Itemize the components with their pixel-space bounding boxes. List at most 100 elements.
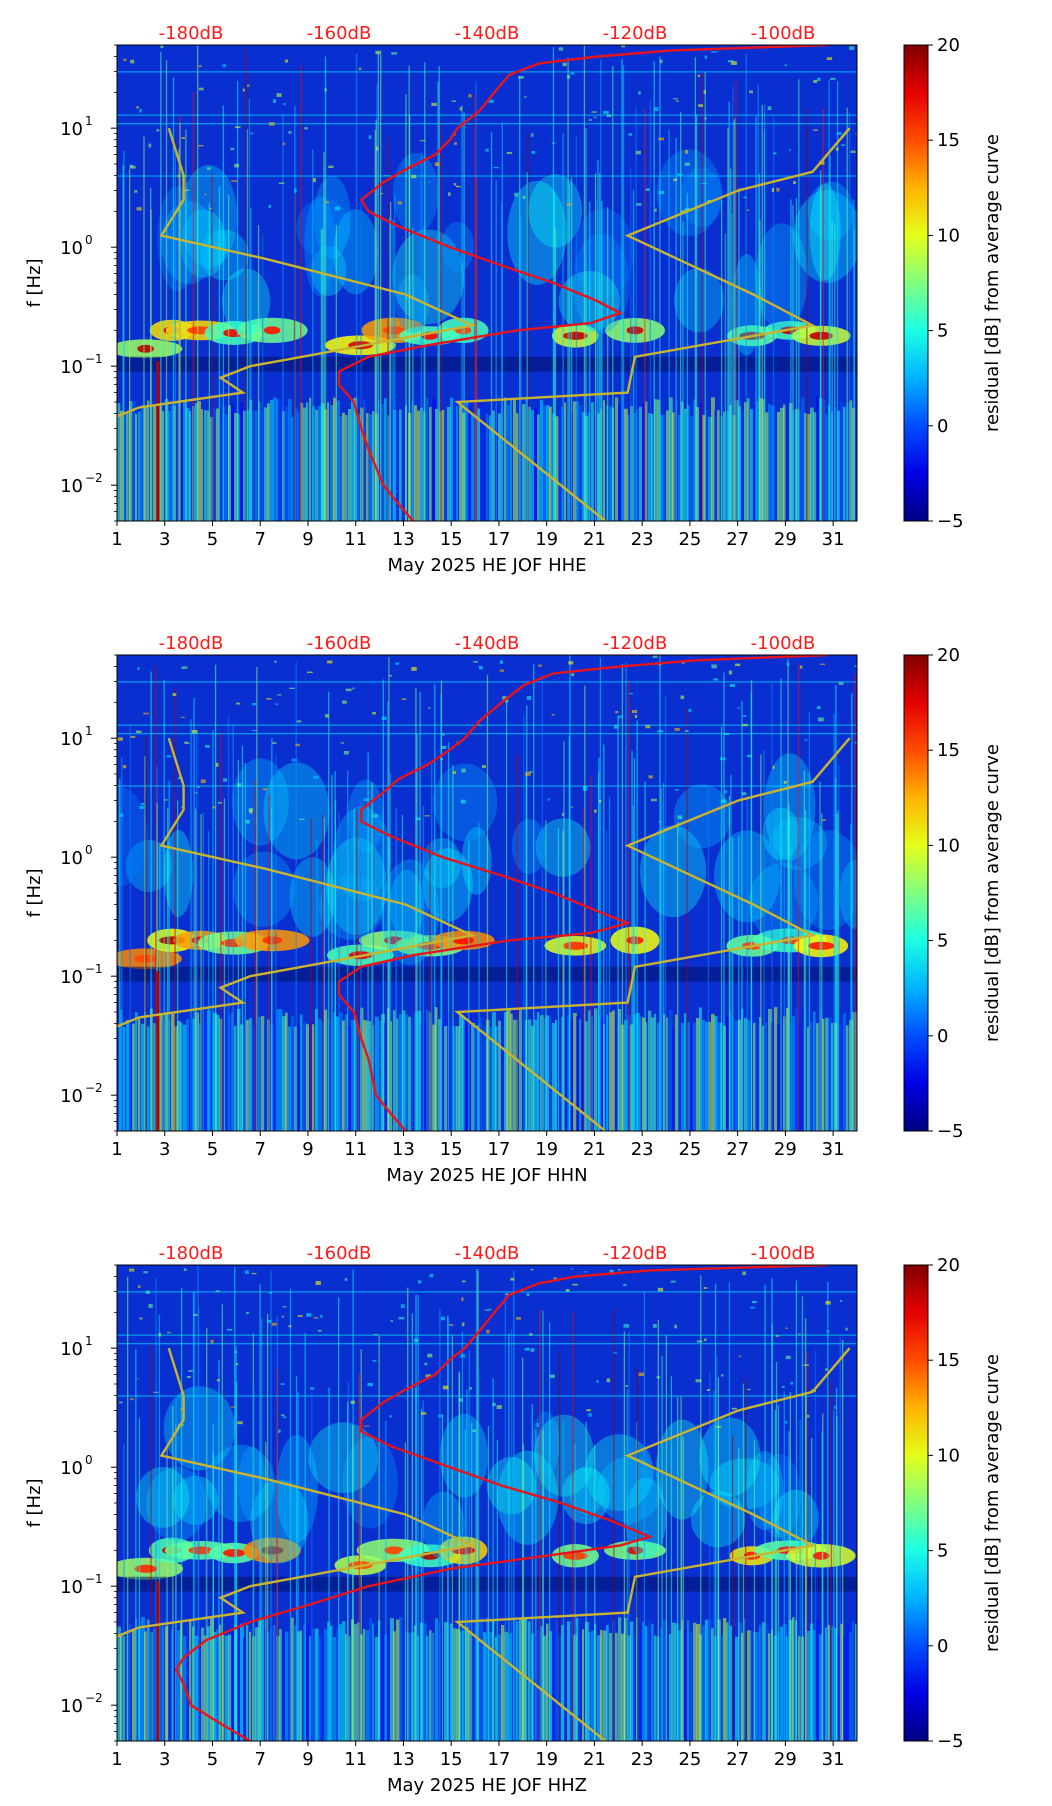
y-tick-exponent: 0 xyxy=(85,843,93,857)
y-tick-exponent: −1 xyxy=(85,352,103,366)
x-tick-label: 21 xyxy=(583,529,606,550)
y-tick-label: 10 xyxy=(60,729,83,750)
top-db-label: -160dB xyxy=(307,633,372,654)
y-tick-label: 10 xyxy=(60,1577,83,1598)
x-tick-label: 19 xyxy=(535,529,558,550)
x-tick-label: 1 xyxy=(111,1749,122,1770)
x-tick-label: 19 xyxy=(535,1749,558,1770)
event-streak xyxy=(156,971,160,1131)
x-tick-label: 31 xyxy=(822,529,845,550)
x-tick-label: 1 xyxy=(111,1139,122,1160)
x-tick-label: 13 xyxy=(392,1749,415,1770)
x-tick-label: 23 xyxy=(631,529,654,550)
colorbar-gradient xyxy=(903,44,929,522)
top-db-label: -120dB xyxy=(603,633,668,654)
x-tick-label: 17 xyxy=(487,1139,510,1160)
x-axis-label: May 2025 HE JOF HHN xyxy=(386,1165,587,1186)
x-tick-label: 23 xyxy=(631,1749,654,1770)
x-tick-label: 23 xyxy=(631,1139,654,1160)
high-noise-model-curve xyxy=(454,127,851,521)
median-psd-curve xyxy=(174,1265,828,1741)
colorbar-tick-label: 15 xyxy=(937,740,960,761)
colorbar: 20 15 10 5 0 −5 residual [dB] from average cur… xyxy=(903,1255,1003,1752)
x-tick-label: 11 xyxy=(344,529,367,550)
y-tick-label: 10 xyxy=(60,119,83,140)
top-db-label: -160dB xyxy=(307,23,372,44)
colorbar-tick-label: −5 xyxy=(937,1121,964,1142)
y-tick-exponent: 0 xyxy=(85,233,93,247)
x-tick-label: 7 xyxy=(254,1749,265,1770)
x-tick-label: 27 xyxy=(726,1139,749,1160)
top-db-label: -180dB xyxy=(159,23,224,44)
colorbar-tick-label: 10 xyxy=(937,1445,960,1466)
x-tick-label: 27 xyxy=(726,1749,749,1770)
y-tick-label: 10 xyxy=(60,238,83,259)
low-noise-model-curve xyxy=(117,1347,477,1638)
colorbar-tick-label: 10 xyxy=(937,835,960,856)
y-tick-exponent: −2 xyxy=(85,1691,103,1705)
top-db-label: -120dB xyxy=(603,1243,668,1264)
y-axis-label: f [Hz] xyxy=(24,1478,45,1527)
colorbar-gradient xyxy=(903,1264,929,1742)
top-db-label: -100dB xyxy=(751,633,816,654)
colorbar-tick-label: 20 xyxy=(937,645,960,666)
x-tick-label: 25 xyxy=(678,529,701,550)
median-psd-curve xyxy=(337,45,828,521)
x-tick-label: 15 xyxy=(440,529,463,550)
x-tick-label: 1 xyxy=(111,529,122,550)
colorbar-tick-label: 15 xyxy=(937,1350,960,1371)
top-db-label: -140dB xyxy=(455,23,520,44)
y-tick-exponent: 1 xyxy=(85,1334,93,1348)
top-db-label: -140dB xyxy=(455,1243,520,1264)
x-tick-label: 7 xyxy=(254,1139,265,1160)
x-tick-label: 31 xyxy=(822,1749,845,1770)
x-tick-label: 5 xyxy=(207,529,218,550)
high-noise-model-curve xyxy=(454,1347,851,1741)
y-tick-label: 10 xyxy=(60,1086,83,1107)
colorbar-tick-label: 5 xyxy=(937,931,948,952)
x-tick-label: 15 xyxy=(440,1749,463,1770)
top-db-label: -100dB xyxy=(751,1243,816,1264)
y-tick-exponent: −2 xyxy=(85,1081,103,1095)
colorbar-tick-label: 0 xyxy=(937,1636,948,1657)
y-tick-label: 10 xyxy=(60,1696,83,1717)
low-noise-model-curve xyxy=(117,127,477,418)
plot-area xyxy=(117,45,857,521)
colorbar-gradient xyxy=(903,654,929,1132)
colorbar-tick-label: 20 xyxy=(937,35,960,56)
top-db-label: -120dB xyxy=(603,23,668,44)
x-tick-label: 31 xyxy=(822,1139,845,1160)
colorbar: 20 15 10 5 0 −5 residual [dB] from average cur… xyxy=(903,35,1003,532)
x-axis-label: May 2025 HE JOF HHZ xyxy=(387,1775,587,1796)
x-tick-label: 9 xyxy=(302,1749,313,1770)
colorbar-tick-label: −5 xyxy=(937,511,964,532)
colorbar: 20 15 10 5 0 −5 residual [dB] from average cur… xyxy=(903,645,1003,1142)
x-axis-label: May 2025 HE JOF HHE xyxy=(387,555,586,576)
x-tick-label: 3 xyxy=(159,1139,170,1160)
top-db-label: -160dB xyxy=(307,1243,372,1264)
colorbar-tick-label: 10 xyxy=(937,225,960,246)
x-tick-label: 11 xyxy=(344,1749,367,1770)
event-streak xyxy=(156,361,160,521)
x-tick-label: 29 xyxy=(774,529,797,550)
x-tick-label: 9 xyxy=(302,529,313,550)
x-tick-label: 3 xyxy=(159,1749,170,1770)
y-tick-exponent: 1 xyxy=(85,114,93,128)
y-tick-exponent: −2 xyxy=(85,471,103,485)
x-tick-label: 19 xyxy=(535,1139,558,1160)
x-tick-label: 29 xyxy=(774,1139,797,1160)
top-db-label: -140dB xyxy=(455,633,520,654)
colorbar-label: residual [dB] from average curve xyxy=(982,1354,1003,1652)
x-tick-label: 15 xyxy=(440,1139,463,1160)
y-tick-label: 10 xyxy=(60,967,83,988)
median-psd-curve xyxy=(337,655,828,1131)
y-axis-label: f [Hz] xyxy=(24,868,45,917)
top-db-label: -180dB xyxy=(159,1243,224,1264)
x-tick-label: 21 xyxy=(583,1749,606,1770)
colorbar-tick-label: 5 xyxy=(937,1541,948,1562)
y-tick-exponent: −1 xyxy=(85,1572,103,1586)
event-streak xyxy=(156,1581,160,1741)
plot-area xyxy=(117,655,857,1131)
